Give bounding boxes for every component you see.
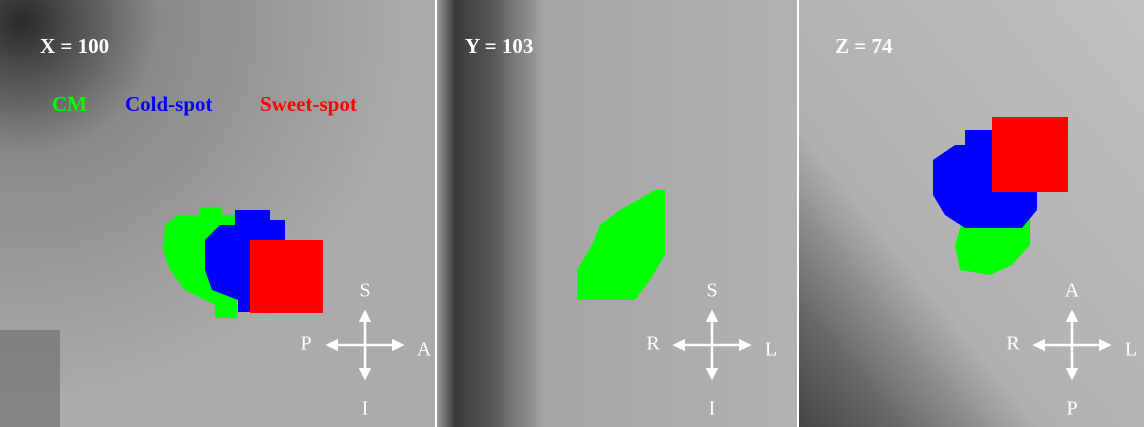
direction-label: A [417,339,432,361]
panel-1: X = 100 S I P A [0,0,435,427]
direction-label: L [765,339,777,361]
direction-label: R [1006,333,1020,355]
sweet-spot-region [992,117,1068,192]
sweet-spot-region [250,240,323,313]
direction-label: S [359,280,370,302]
panel-3: Z = 74 A P R L [799,0,1144,427]
figure: X = 100 S I P A Y = 103 S I R L Z = 74 A P R L CM Col… [0,0,1144,427]
direction-label: L [1125,339,1137,361]
legend-entry: CM [52,92,87,116]
direction-label: I [709,398,716,420]
direction-label: A [1065,280,1080,302]
direction-label: S [706,280,717,302]
panel-2: Y = 103 S I R L [437,0,797,427]
direction-label: P [1066,398,1077,420]
slice-label: X = 100 [40,34,109,58]
direction-label: R [646,333,660,355]
slice-label: Y = 103 [465,34,533,58]
slice-shade [0,330,60,427]
legend-entry: Cold-spot [125,92,213,116]
direction-label: I [362,398,369,420]
slice-label: Z = 74 [835,34,893,58]
direction-label: P [300,333,311,355]
legend-entry: Sweet-spot [260,92,357,116]
